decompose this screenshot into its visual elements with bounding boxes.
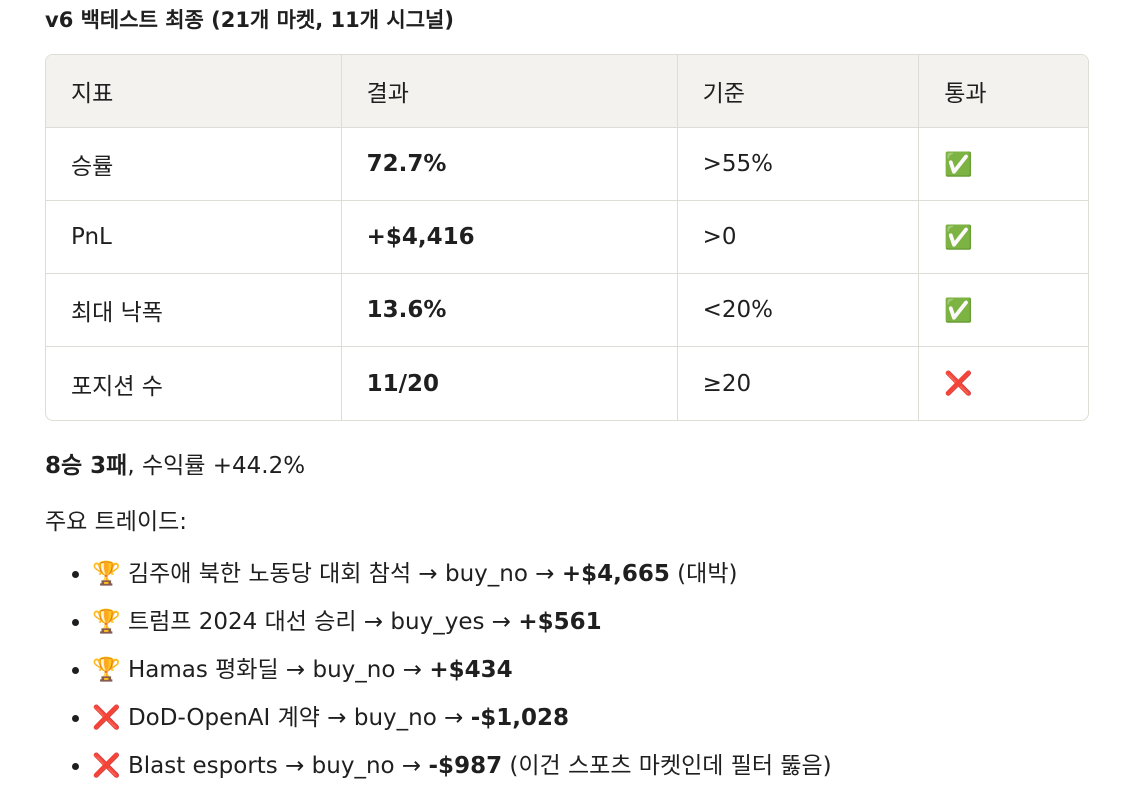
text: ❌ DoD-OpenAI 계약 → buy_no →	[92, 705, 471, 731]
table-cell: +$4,416	[341, 201, 678, 274]
text: (대박)	[669, 561, 738, 587]
trades-heading: 주요 트레이드:	[45, 509, 188, 535]
table-cell: >55%	[677, 128, 920, 201]
table-cell: ✅	[919, 128, 1088, 201]
summary: 8승 3패, 수익률 +44.2%	[45, 446, 305, 480]
text: 🏆 트럼프 2024 대선 승리 → buy_yes →	[92, 609, 519, 635]
table-cell: ≥20	[678, 347, 920, 420]
table-cell: 11/20	[342, 347, 678, 420]
bold-text: +$4,665	[561, 561, 670, 587]
trade-item: ❌ Blast esports → buy_no → -$987 (이건 스포츠…	[92, 748, 832, 796]
text: (이건 스포츠 마켓인데 필터 뚫음)	[502, 753, 832, 779]
table-cell: ✅	[919, 201, 1088, 274]
bold-text: +$434	[429, 657, 513, 683]
trade-list: 🏆 김주애 북한 노동당 대회 참석 → buy_no → +$4,665 (대…	[45, 556, 832, 796]
table-cell: 포지션 수	[46, 347, 342, 420]
header-cell: 지표	[46, 55, 342, 128]
bold-text: -$1,028	[470, 705, 569, 731]
table-cell: ❌	[944, 371, 973, 397]
bold-text: 8승 3패	[45, 453, 128, 479]
table-row: 포지션 수 11/20 ≥20 ❌	[46, 347, 1088, 420]
bold-text: +$561	[518, 609, 602, 635]
text: 🏆 김주애 북한 노동당 대회 참석 → buy_no →	[92, 561, 562, 587]
table-row: 최대 낙폭 13.6% <20% ✅	[46, 274, 1088, 347]
table-cell: 72.7%	[341, 128, 678, 201]
text: ❌ Blast esports → buy_no →	[92, 753, 429, 779]
header-cell: 기준	[677, 55, 920, 128]
title: v6 백테스트 최종 (21개 마켓, 11개 시그널)	[45, 8, 454, 32]
table-cell: 13.6%	[341, 274, 678, 347]
table-cell: 최대 낙폭	[46, 274, 342, 347]
trade-item: ❌ DoD-OpenAI 계약 → buy_no → -$1,028	[92, 700, 832, 748]
bold-text: -$987	[428, 753, 503, 779]
table-cell: <20%	[677, 274, 920, 347]
trade-item: 🏆 김주애 북한 노동당 대회 참석 → buy_no → +$4,665 (대…	[92, 556, 832, 604]
text: 🏆 Hamas 평화딜 → buy_no →	[92, 657, 430, 683]
table-cell: 승률	[46, 128, 342, 201]
table-cell: >0	[677, 201, 920, 274]
table-cell: PnL	[46, 201, 342, 274]
trade-item: 🏆 트럼프 2024 대선 승리 → buy_yes → +$561	[92, 604, 832, 652]
header-row: 지표 결과 기준 통과	[46, 55, 1088, 128]
text: , 수익률 +44.2%	[127, 453, 306, 479]
table-cell: ✅	[919, 274, 1088, 347]
table-row: 승률 72.7% >55% ✅	[46, 128, 1088, 201]
header-cell: 통과	[919, 55, 1088, 128]
results-table: 지표 결과 기준 통과 승률 72.7% >55% ✅ PnL +$4,416 >0 ✅ 최대 낙폭 13…	[45, 54, 1089, 421]
table-row: PnL +$4,416 >0 ✅	[46, 201, 1088, 274]
header-cell: 결과	[341, 55, 678, 128]
trade-item: 🏆 Hamas 평화딜 → buy_no → +$434	[92, 652, 832, 700]
